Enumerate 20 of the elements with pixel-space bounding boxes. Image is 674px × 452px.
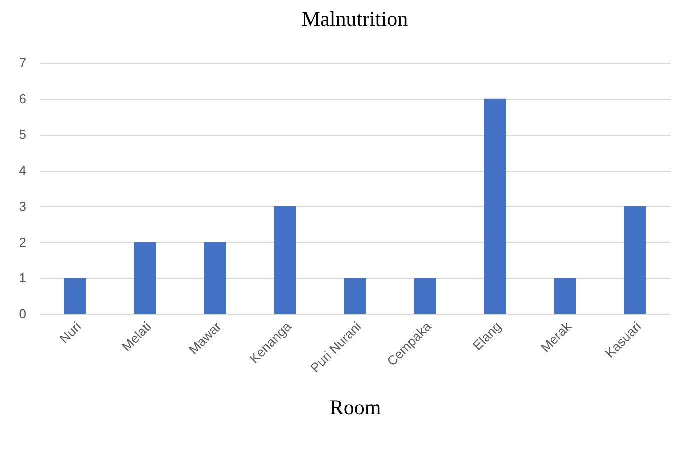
x-axis-title: Room [330, 396, 382, 420]
y-tick-label: 0 [19, 306, 26, 322]
y-tick-label: 4 [19, 163, 26, 178]
bar [64, 278, 86, 314]
y-tick-label: 1 [19, 270, 26, 286]
bar [484, 98, 506, 314]
bar [624, 206, 646, 314]
bar [414, 278, 436, 314]
chart-title: Malnutrition [302, 7, 409, 31]
y-tick-label: 7 [19, 56, 26, 70]
y-tick-label: 6 [19, 91, 26, 106]
bar [134, 242, 156, 314]
y-tick-label: 3 [19, 198, 26, 214]
bar [554, 278, 576, 314]
bar [274, 206, 296, 314]
x-tick-label: Nuri [56, 319, 84, 347]
bar [344, 278, 366, 314]
bar [204, 242, 226, 314]
y-tick-label: 5 [19, 127, 26, 142]
y-tick-label: 2 [19, 234, 26, 250]
